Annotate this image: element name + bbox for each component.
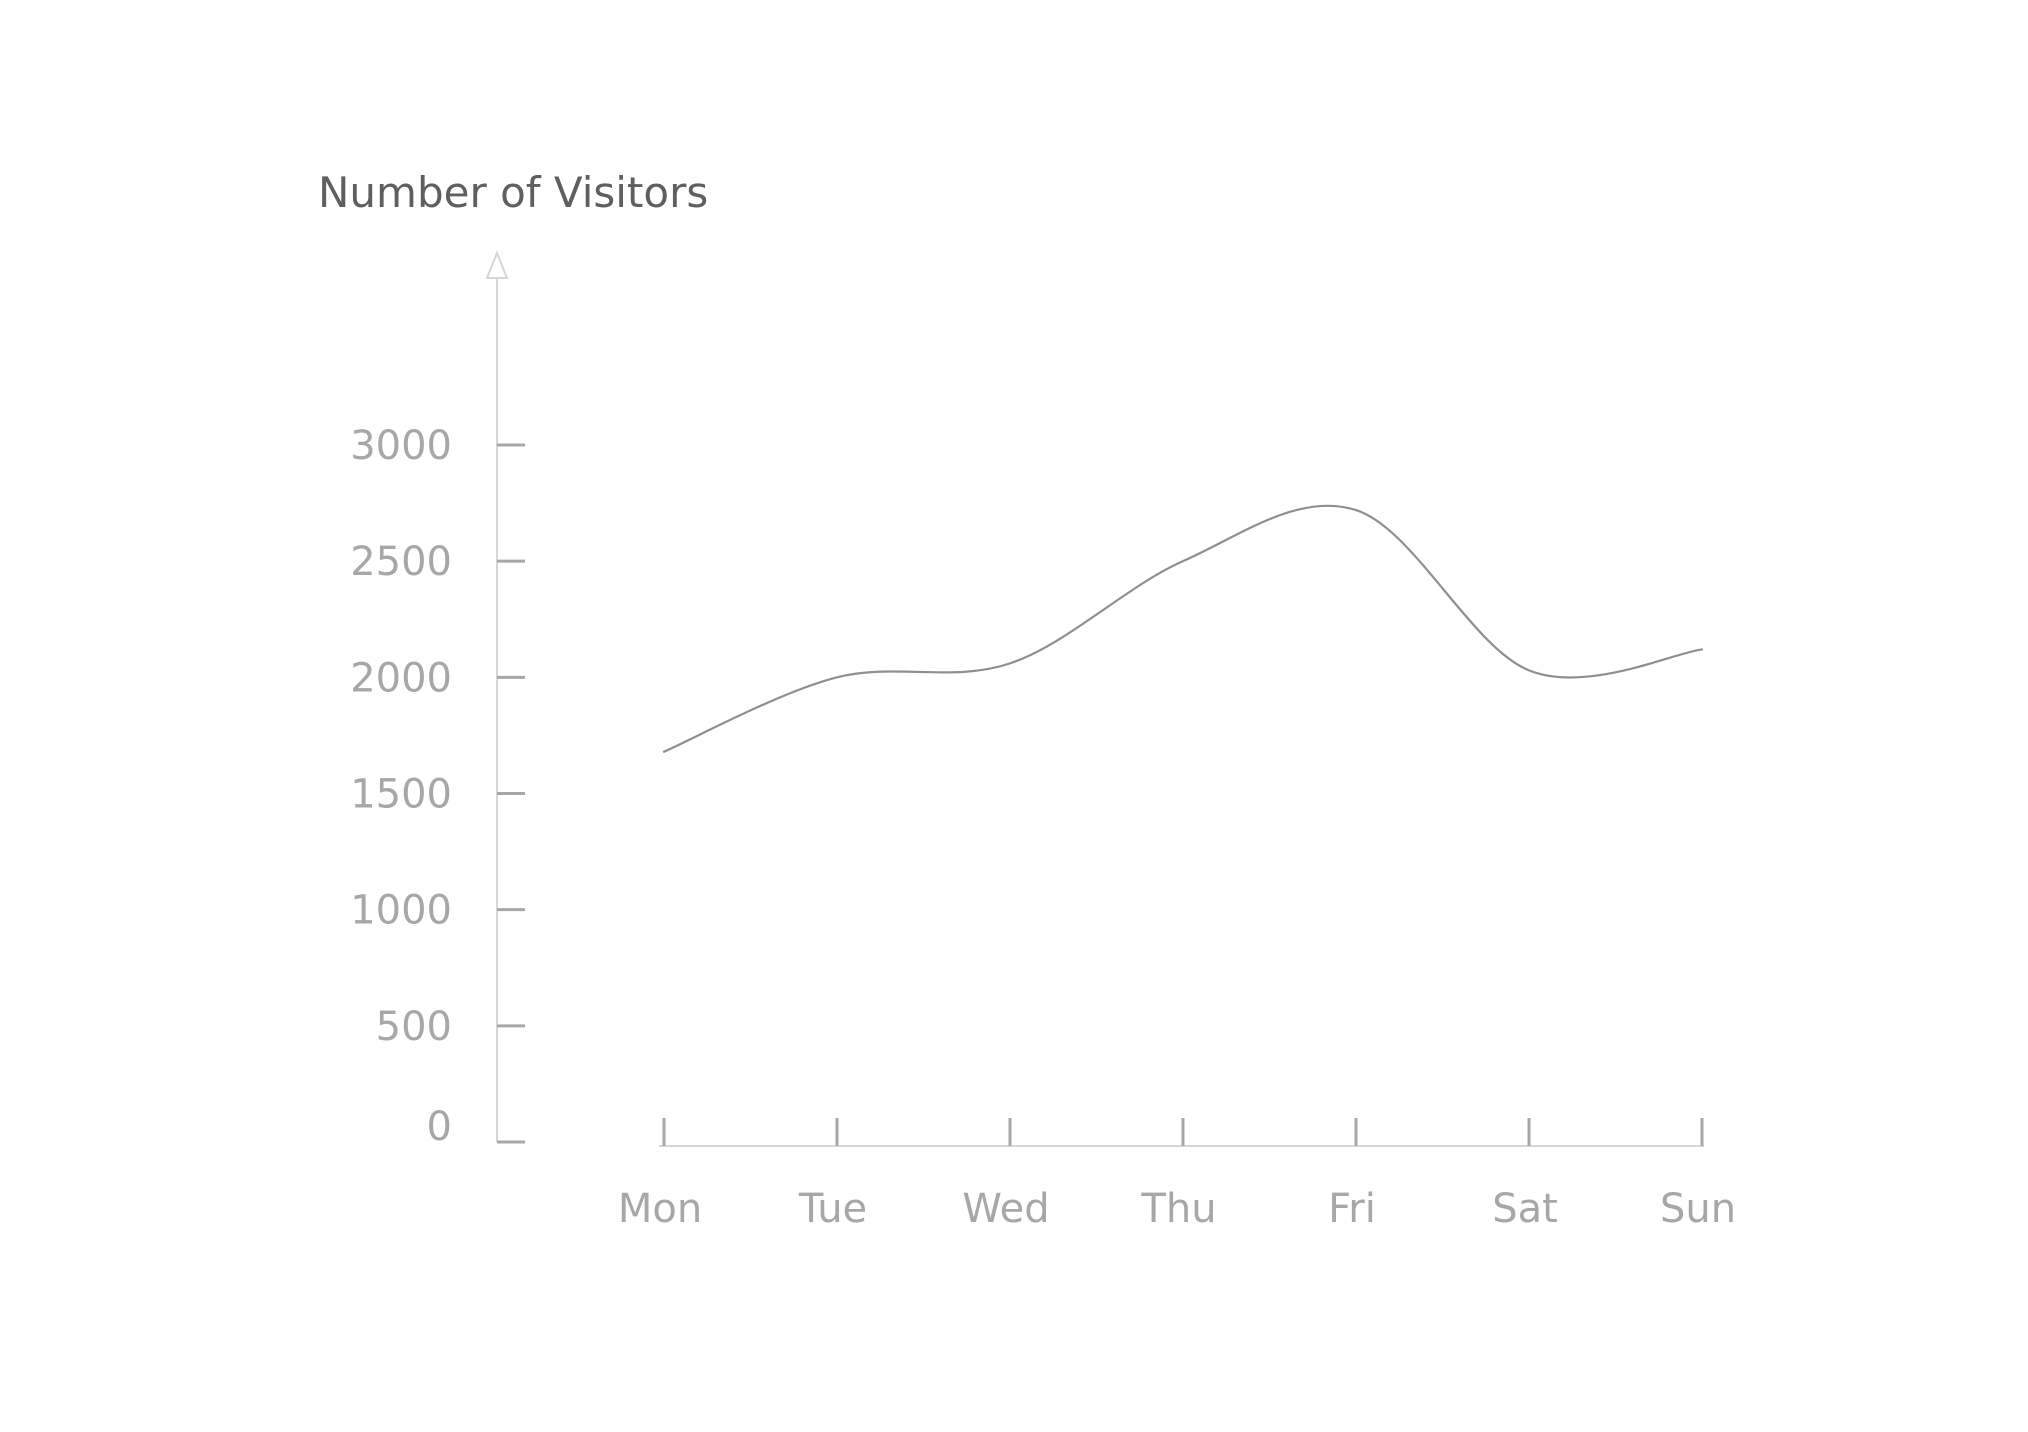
y-axis-arrowhead: [485, 250, 509, 279]
x-tick-label: Sat: [1492, 1186, 1558, 1232]
series-layer: [662, 504, 1704, 753]
x-tick-label: Tue: [798, 1186, 867, 1232]
y-tick-label: 3000: [350, 423, 452, 469]
x-tick-label: Wed: [962, 1186, 1049, 1232]
y-tick-label: 1000: [350, 888, 452, 934]
x-tick-label: Sun: [1660, 1186, 1736, 1232]
visitors-series-line: [662, 504, 1704, 753]
x-axis-ticks: Mon Tue Wed Thu Fri Sat Sun: [618, 1118, 1736, 1232]
y-tick-label: 2500: [350, 539, 452, 585]
y-tick-label: 2000: [350, 655, 452, 701]
y-tick-label: 500: [376, 1004, 452, 1050]
y-tick-label: 1500: [350, 772, 452, 818]
x-tick-label: Fri: [1328, 1186, 1376, 1232]
y-tick-label: 0: [427, 1104, 452, 1150]
x-tick-label: Mon: [618, 1186, 702, 1232]
x-tick-label: Thu: [1140, 1186, 1216, 1232]
chart-title: Number of Visitors: [318, 168, 708, 217]
y-axis-ticks: 0 500 1000 1500 2000 2500 3000: [350, 423, 525, 1150]
